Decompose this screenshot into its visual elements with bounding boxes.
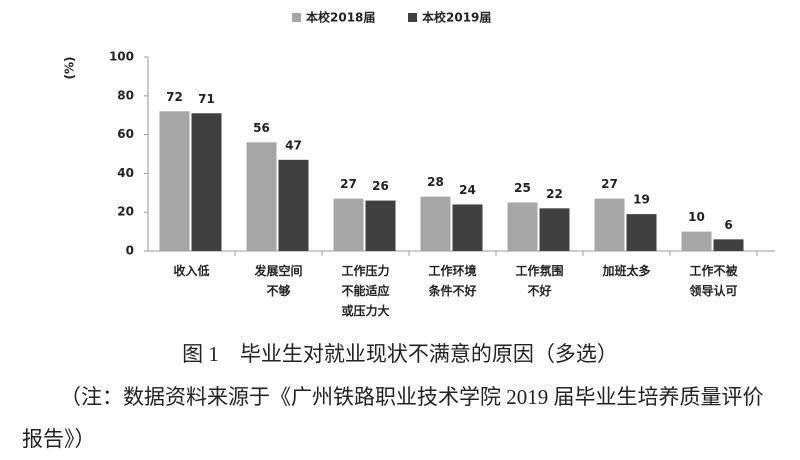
y-tick-label: 60	[117, 127, 134, 141]
data-label: 27	[601, 177, 618, 191]
y-tick-label: 20	[117, 205, 134, 219]
bar	[594, 198, 625, 251]
y-axis-label: (%)	[63, 57, 77, 80]
bar	[246, 142, 277, 251]
bar	[159, 111, 190, 251]
bar	[278, 159, 309, 251]
y-tick-label: 80	[117, 88, 134, 102]
x-tick-label: 工作氛围不好	[515, 263, 563, 298]
data-label: 27	[340, 177, 357, 191]
legend-label: 本校2019届	[422, 10, 491, 25]
bar	[452, 204, 483, 251]
bar	[507, 202, 538, 251]
data-label: 26	[372, 179, 389, 193]
legend-label: 本校2018届	[306, 10, 375, 25]
data-label: 72	[166, 90, 183, 104]
x-tick-label: 工作压力不能适应或压力大	[341, 263, 389, 318]
data-label: 47	[285, 138, 302, 152]
caption-title: 图 1 毕业生对就业现状不满意的原因（多选）	[182, 342, 618, 366]
data-label: 10	[688, 210, 705, 224]
bar	[333, 198, 364, 251]
data-label: 28	[427, 175, 444, 189]
data-label: 71	[198, 92, 215, 106]
data-label: 22	[546, 187, 563, 201]
y-tick-label: 0	[126, 244, 134, 258]
bar	[713, 239, 744, 251]
x-tick-label: 工作环境条件不好	[427, 263, 476, 298]
x-tick-label: 发展空间不够	[253, 263, 302, 298]
y-tick-label: 40	[117, 166, 134, 180]
bar	[539, 208, 570, 251]
x-tick-label: 工作不被领导认可	[689, 263, 738, 298]
y-tick-label: 100	[109, 50, 134, 64]
caption-note: （注：数据资料来源于《广州铁路职业技术学院 2019 届毕业生培养质量评价报告》…	[22, 385, 764, 451]
data-label: 24	[459, 183, 476, 197]
bar	[420, 196, 451, 251]
bar	[365, 200, 396, 251]
bar	[681, 231, 712, 251]
legend-swatch	[292, 13, 301, 22]
data-label: 56	[253, 121, 270, 135]
bar	[626, 214, 657, 251]
bar	[191, 113, 222, 251]
x-tick-label: 加班太多	[601, 263, 650, 278]
legend-swatch	[408, 13, 417, 22]
data-label: 19	[633, 193, 650, 207]
x-tick-label: 收入低	[173, 263, 209, 278]
data-label: 6	[724, 218, 732, 232]
data-label: 25	[514, 181, 531, 195]
